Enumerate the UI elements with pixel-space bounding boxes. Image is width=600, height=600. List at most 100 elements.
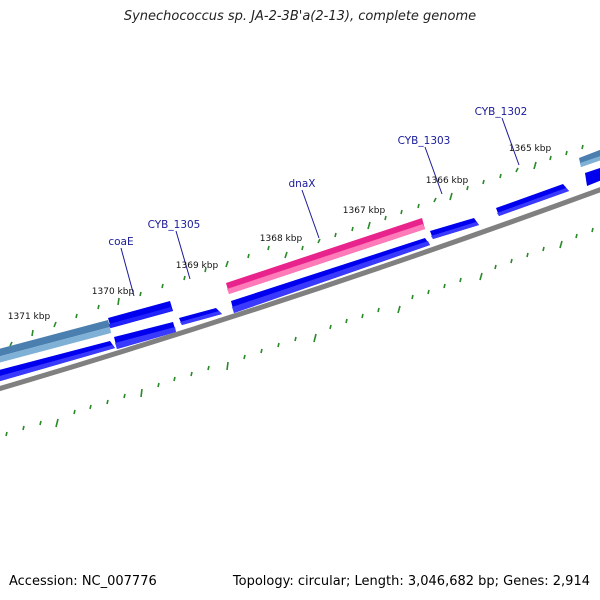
kbp-label: 1365 kbp: [509, 144, 552, 154]
kbp-label: 1368 kbp: [260, 234, 303, 244]
tick: [106, 399, 109, 405]
tick: [459, 277, 462, 283]
tick: [53, 321, 57, 328]
tick: [427, 289, 430, 295]
accession-text: Accession: NC_007776: [9, 574, 157, 589]
tick: [361, 313, 364, 319]
genome-backbone: [0, 187, 600, 392]
gene-arrow-forward-shade: [431, 222, 479, 239]
tick: [73, 409, 76, 415]
tick: [367, 221, 371, 230]
tick: [75, 313, 78, 319]
gene-arrow-forward: [585, 168, 600, 186]
inner-tick-ring: [5, 227, 594, 437]
tick: [173, 376, 176, 382]
kbp-label: 1371 kbp: [8, 312, 51, 322]
tick: [417, 203, 420, 209]
tick: [204, 267, 207, 273]
tick: [161, 283, 164, 289]
tick: [526, 252, 529, 258]
gene-arrow-forward-shade: [180, 311, 222, 325]
gene-label-coaE: coaE: [108, 236, 133, 248]
outer-tick-ring: [9, 144, 584, 347]
gene-arrow-forward: [109, 307, 172, 328]
tick: [89, 404, 92, 410]
tick: [449, 192, 453, 201]
tick: [377, 307, 380, 313]
tick: [397, 305, 401, 314]
tick: [482, 179, 485, 185]
tick: [443, 283, 446, 289]
gene-label-dnaX: dnaX: [289, 178, 316, 190]
kbp-label: 1366 kbp: [426, 176, 469, 186]
leader-line-CYB_1302: [501, 117, 520, 166]
inner-gene-track: [0, 168, 600, 382]
tick: [139, 291, 142, 297]
gene-label-CYB_1302: CYB_1302: [475, 106, 528, 118]
kbp-label: 1370 kbp: [92, 287, 135, 297]
tick: [284, 251, 288, 259]
tick: [31, 329, 34, 337]
tick: [345, 318, 348, 324]
gene-arrow-forward-shade: [232, 241, 430, 313]
tick: [313, 333, 317, 343]
tick: [565, 150, 568, 156]
tick: [140, 388, 143, 398]
gene-label-CYB_1303: CYB_1303: [398, 135, 451, 147]
tick: [533, 161, 537, 170]
leader-line-CYB_1303: [424, 146, 443, 195]
gene-arrow-forward-shade: [0, 345, 115, 382]
tick: [466, 185, 469, 191]
tick: [157, 382, 160, 388]
tick: [384, 215, 387, 221]
tick: [5, 431, 8, 437]
topology-text: Topology: circular; Length: 3,046,682 bp…: [232, 574, 590, 589]
tick: [591, 227, 594, 233]
tick: [225, 260, 229, 268]
tick: [277, 342, 280, 348]
gene-arrow-other-highlight: [0, 327, 111, 363]
tick: [267, 245, 270, 251]
tick: [190, 371, 193, 377]
tick: [400, 209, 403, 215]
leader-line-CYB_1305: [175, 230, 191, 280]
tick: [334, 232, 337, 238]
tick: [97, 304, 100, 310]
tick: [301, 245, 304, 251]
tick: [575, 233, 578, 239]
tick: [9, 341, 13, 347]
tick: [494, 264, 497, 270]
tick: [411, 294, 414, 300]
tick: [243, 354, 246, 360]
tick: [22, 425, 25, 431]
tick: [542, 246, 545, 252]
leader-line-coaE: [120, 247, 135, 297]
tick: [351, 226, 354, 232]
gene-arrow-other-highlight: [580, 156, 600, 167]
outer-gene-track: [0, 149, 600, 363]
tick: [499, 173, 502, 179]
kbp-labels: 1371 kbp 1370 kbp 1369 kbp 1368 kbp 1367…: [8, 144, 552, 322]
gene-arrow-dnaX-shade: [227, 224, 425, 294]
tick: [183, 275, 186, 281]
tick: [247, 253, 250, 259]
gene-labels: coaE CYB_1305 dnaX CYB_1303 CYB_1302: [108, 106, 527, 248]
tick: [123, 393, 126, 399]
gene-label-CYB_1305: CYB_1305: [148, 219, 201, 231]
tick: [515, 167, 519, 173]
tick: [479, 272, 483, 281]
leader-line-dnaX: [301, 189, 320, 239]
tick: [39, 420, 42, 426]
tick: [294, 336, 297, 342]
page-title: Synechococcus sp. JA-2-3B'a(2-13), compl…: [123, 9, 477, 24]
tick: [329, 324, 332, 330]
tick: [581, 144, 584, 150]
tick: [510, 258, 513, 264]
tick: [559, 240, 563, 249]
tick: [117, 297, 120, 306]
tick: [549, 155, 552, 161]
tick: [433, 197, 437, 203]
kbp-label: 1369 kbp: [176, 261, 219, 271]
tick: [55, 418, 59, 428]
